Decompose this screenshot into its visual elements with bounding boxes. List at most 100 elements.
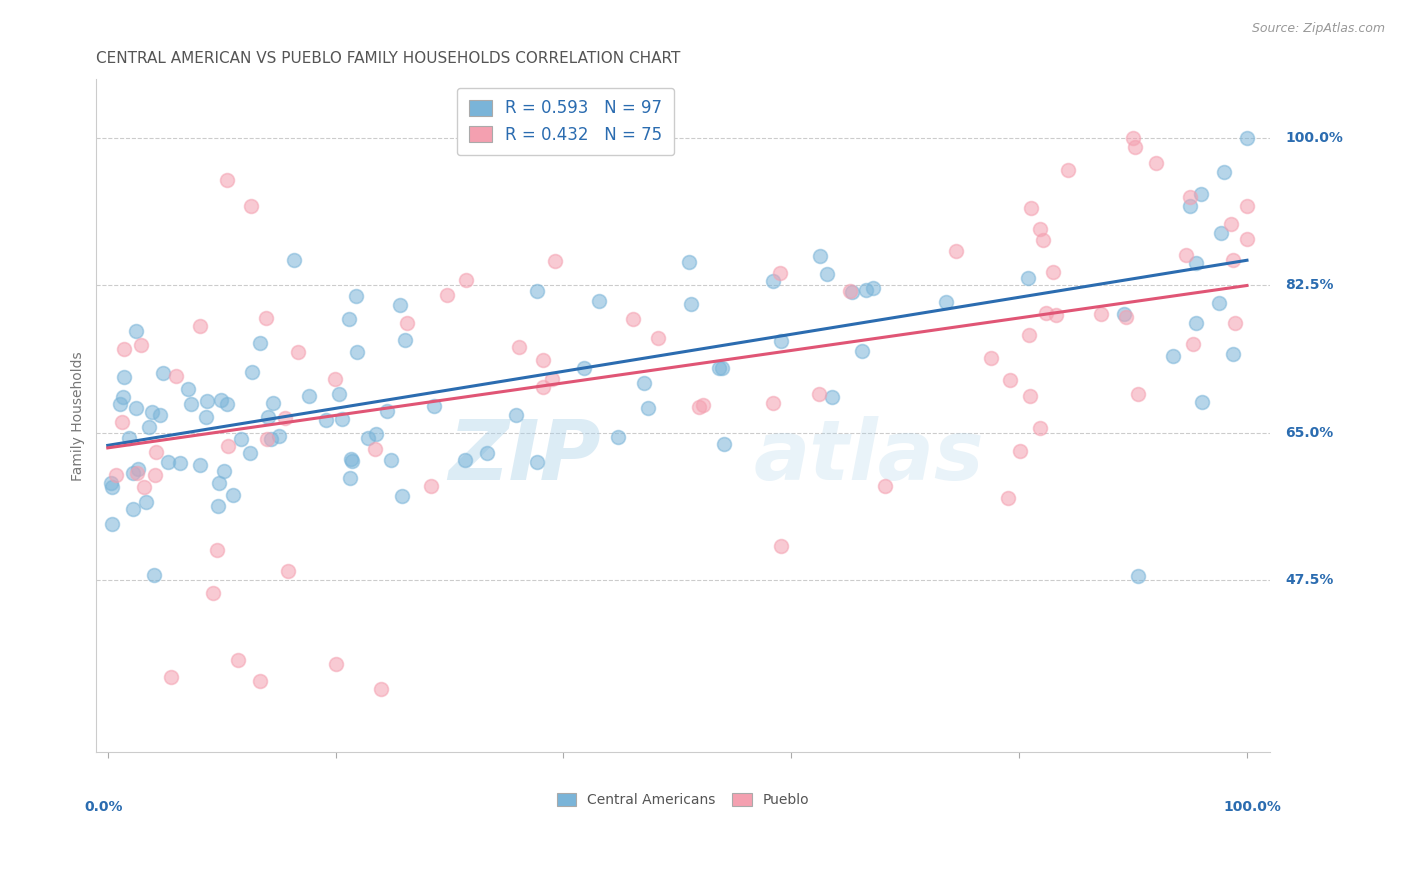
Point	[456, 272, 478, 286]
Point	[262, 396, 284, 410]
Point	[1035, 306, 1057, 320]
Point	[707, 360, 730, 375]
Point	[1042, 265, 1064, 279]
Point	[323, 371, 346, 385]
Point	[388, 298, 411, 312]
Point	[1010, 444, 1032, 458]
Point	[195, 394, 218, 409]
Point	[249, 673, 271, 688]
Point	[1222, 252, 1244, 267]
Point	[1208, 296, 1230, 310]
Point	[1126, 568, 1149, 582]
Point	[1019, 202, 1042, 216]
Point	[188, 319, 211, 334]
Point	[1017, 271, 1039, 285]
Point	[391, 490, 413, 504]
Point	[838, 285, 860, 299]
Point	[572, 360, 595, 375]
Point	[769, 266, 792, 280]
Point	[453, 452, 475, 467]
Point	[862, 281, 884, 295]
Point	[997, 491, 1019, 505]
Point	[254, 310, 277, 325]
Point	[273, 410, 295, 425]
Point	[129, 337, 152, 351]
Point	[851, 343, 873, 358]
Text: 100.0%: 100.0%	[1285, 131, 1343, 145]
Point	[1161, 349, 1184, 363]
Point	[1185, 316, 1208, 330]
Point	[201, 586, 224, 600]
Point	[370, 682, 392, 697]
Point	[112, 369, 135, 384]
Point	[122, 501, 145, 516]
Point	[138, 420, 160, 434]
Legend: Central Americans, Pueblo: Central Americans, Pueblo	[551, 788, 815, 813]
Point	[195, 409, 218, 424]
Point	[215, 173, 238, 187]
Point	[1213, 165, 1236, 179]
Point	[121, 466, 143, 480]
Point	[1236, 131, 1258, 145]
Point	[1211, 226, 1233, 240]
Point	[156, 455, 179, 469]
Point	[770, 539, 793, 553]
Point	[180, 397, 202, 411]
Point	[808, 387, 831, 401]
Point	[475, 446, 498, 460]
Point	[1191, 394, 1213, 409]
Point	[1018, 389, 1040, 403]
Point	[207, 499, 229, 513]
Point	[298, 388, 321, 402]
Point	[945, 244, 967, 258]
Point	[1112, 307, 1135, 321]
Point	[101, 517, 124, 532]
Point	[328, 387, 350, 401]
Point	[710, 361, 733, 376]
Point	[420, 478, 443, 492]
Point	[125, 324, 148, 338]
Point	[1222, 347, 1244, 361]
Point	[1174, 247, 1197, 261]
Text: 82.5%: 82.5%	[1285, 278, 1333, 293]
Y-axis label: Family Households: Family Households	[72, 351, 86, 481]
Point	[228, 653, 250, 667]
Text: ZIP: ZIP	[449, 416, 600, 497]
Point	[544, 254, 567, 268]
Point	[315, 413, 337, 427]
Point	[208, 476, 231, 491]
Point	[678, 255, 700, 269]
Point	[357, 431, 380, 445]
Point	[1184, 256, 1206, 270]
Point	[841, 285, 863, 300]
Point	[1178, 190, 1201, 204]
Point	[165, 369, 187, 384]
Point	[125, 401, 148, 416]
Point	[340, 452, 363, 467]
Point	[112, 390, 135, 404]
Point	[688, 400, 710, 414]
Point	[1045, 308, 1067, 322]
Point	[142, 568, 165, 582]
Point	[713, 437, 735, 451]
Point	[637, 401, 659, 415]
Point	[588, 293, 610, 308]
Point	[1090, 307, 1112, 321]
Point	[257, 410, 280, 425]
Point	[111, 415, 134, 429]
Point	[108, 396, 131, 410]
Point	[1225, 316, 1247, 330]
Point	[526, 285, 548, 299]
Point	[217, 397, 239, 411]
Point	[762, 274, 785, 288]
Point	[267, 429, 290, 443]
Point	[1018, 328, 1040, 343]
Point	[1144, 156, 1167, 170]
Point	[169, 456, 191, 470]
Point	[101, 480, 124, 494]
Point	[256, 432, 278, 446]
Point	[160, 670, 183, 684]
Point	[1029, 421, 1052, 435]
Point	[855, 283, 877, 297]
Point	[222, 487, 245, 501]
